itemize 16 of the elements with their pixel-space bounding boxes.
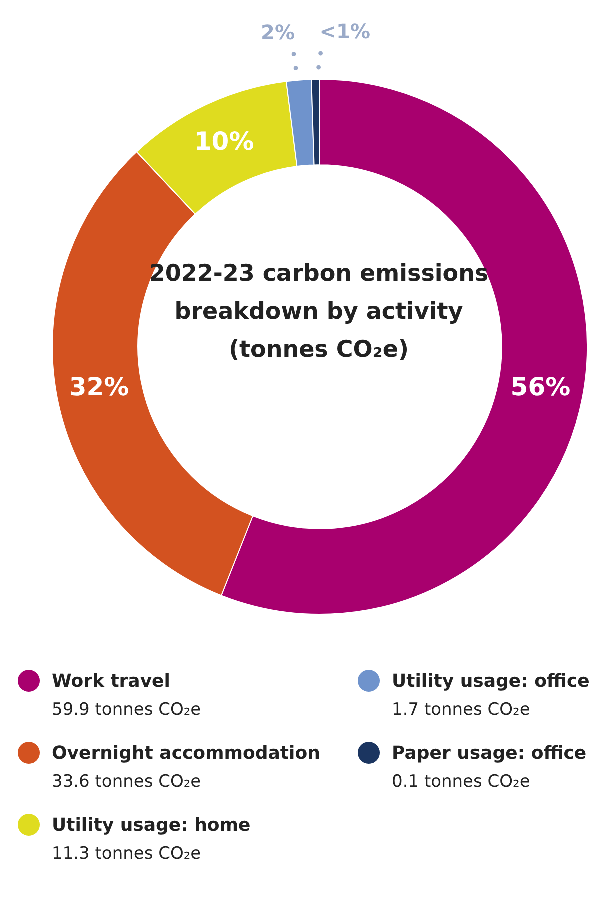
legend-label: Utility usage: office xyxy=(392,670,590,692)
legend-label: Utility usage: home xyxy=(52,814,251,836)
data-label: 32% xyxy=(69,372,130,402)
data-label: 2% xyxy=(261,20,296,45)
data-label: 10% xyxy=(194,127,254,156)
legend-label: Overnight accommodation xyxy=(52,742,320,764)
legend-label: Work travel xyxy=(52,670,170,692)
text: 59.9 tonnes CO₂e xyxy=(52,700,202,720)
text: 1.7 tonnes CO₂e xyxy=(392,700,532,720)
text: 33.6 tonnes CO₂e xyxy=(52,772,202,792)
text: 0.1 tonnes CO₂e xyxy=(392,772,532,792)
text: 2022-23 carbon emissions breakdown by activity (tonnes CO₂e) xyxy=(148,260,490,365)
data-label: <1% xyxy=(320,20,371,44)
data-label: 56% xyxy=(510,372,571,402)
text: 11.3 tonnes CO₂e xyxy=(52,844,202,864)
legend-label: Paper usage: office xyxy=(392,742,587,764)
